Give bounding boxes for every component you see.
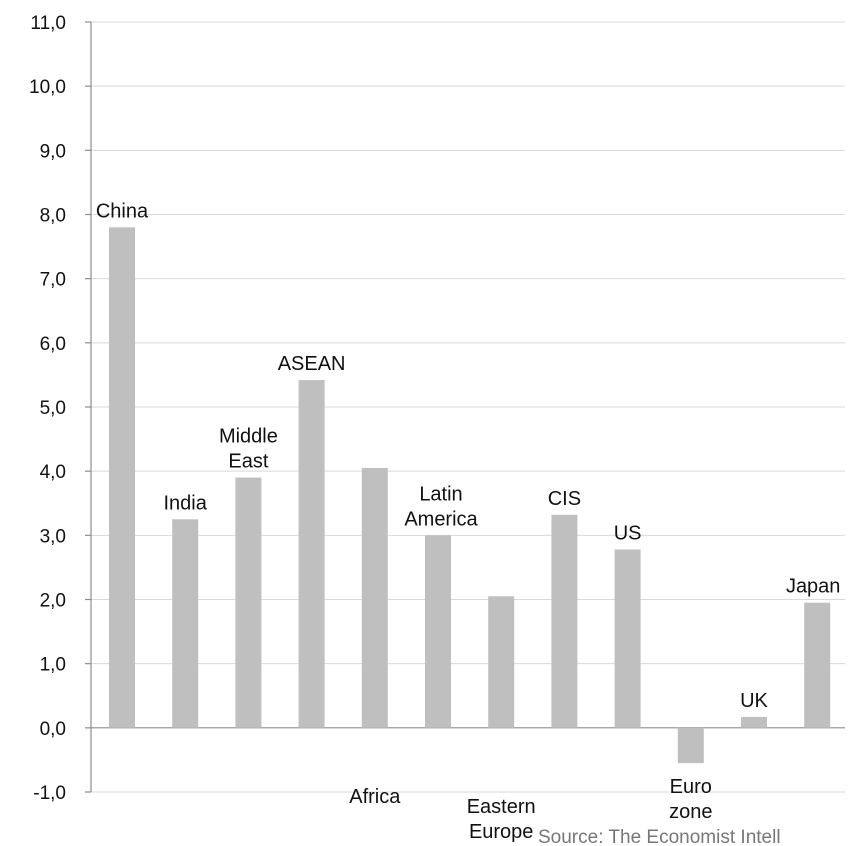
category-label-line: US (614, 522, 642, 544)
category-label-line: CIS (548, 488, 581, 510)
category-label: CIS (548, 488, 581, 510)
category-labels: China India Middle East ASEAN Africa Latin Amer… (96, 200, 841, 843)
category-label-line: Japan (786, 576, 841, 598)
bar (172, 519, 199, 728)
y-tick-label: 6,0 (40, 334, 66, 355)
category-label-line: Eastern (467, 796, 536, 818)
category-label-line: zone (669, 801, 712, 823)
category-label-line: ASEAN (278, 353, 346, 375)
y-tick-label: 5,0 (40, 398, 66, 419)
y-tick-label: 3,0 (40, 526, 66, 547)
source-note: Source: The Economist Intell (538, 827, 781, 846)
y-tick-label: 4,0 (40, 462, 66, 483)
bars (109, 227, 831, 764)
bar (361, 467, 388, 728)
gridlines (91, 21, 845, 793)
y-tick-label: 10,0 (29, 77, 66, 98)
category-label-line: Middle (219, 426, 278, 448)
category-label-line: Europe (469, 821, 534, 843)
category-label-line: China (96, 200, 149, 222)
category-label: Africa (349, 786, 401, 808)
y-tick-label: 9,0 (40, 141, 66, 162)
category-label-line: America (404, 508, 478, 530)
category-label-line: East (228, 451, 268, 473)
category-label: India (164, 492, 208, 514)
bar (298, 380, 325, 728)
bar (741, 716, 767, 728)
category-label-line: Africa (349, 786, 401, 808)
bar (551, 514, 578, 728)
category-label: Eastern Europe (467, 796, 536, 843)
y-axis: 11,0 10,0 9,0 8,0 7,0 6,0 5,0 4,0 3,0 2,0 1,0 0,0 -1… (29, 13, 845, 804)
category-label: UK (740, 690, 768, 712)
category-label: Japan (786, 576, 841, 598)
bar (235, 477, 262, 728)
y-tick-label: 11,0 (30, 13, 66, 34)
category-label: Latin America (404, 483, 478, 530)
category-label: US (614, 522, 642, 544)
bar (488, 596, 515, 728)
bar (425, 535, 451, 728)
category-label-line: Euro (670, 776, 712, 798)
y-tick-label: 2,0 (40, 591, 66, 612)
category-label-line: UK (740, 690, 768, 712)
y-tick-label: 8,0 (40, 206, 66, 227)
category-label: Euro zone (669, 776, 712, 823)
y-tick-label: 7,0 (40, 270, 66, 291)
category-label-line: Latin (419, 483, 462, 505)
y-tick-label: 1,0 (40, 655, 66, 676)
category-label: ASEAN (278, 353, 346, 375)
category-label: China (96, 200, 149, 222)
bar (109, 227, 135, 728)
category-label: Middle East (219, 426, 278, 473)
bar (804, 602, 831, 728)
y-tick-label: 0,0 (40, 719, 66, 740)
bar (677, 727, 704, 764)
bar (614, 549, 641, 728)
y-tick-label: -1,0 (33, 783, 66, 804)
category-label-line: India (164, 492, 208, 514)
